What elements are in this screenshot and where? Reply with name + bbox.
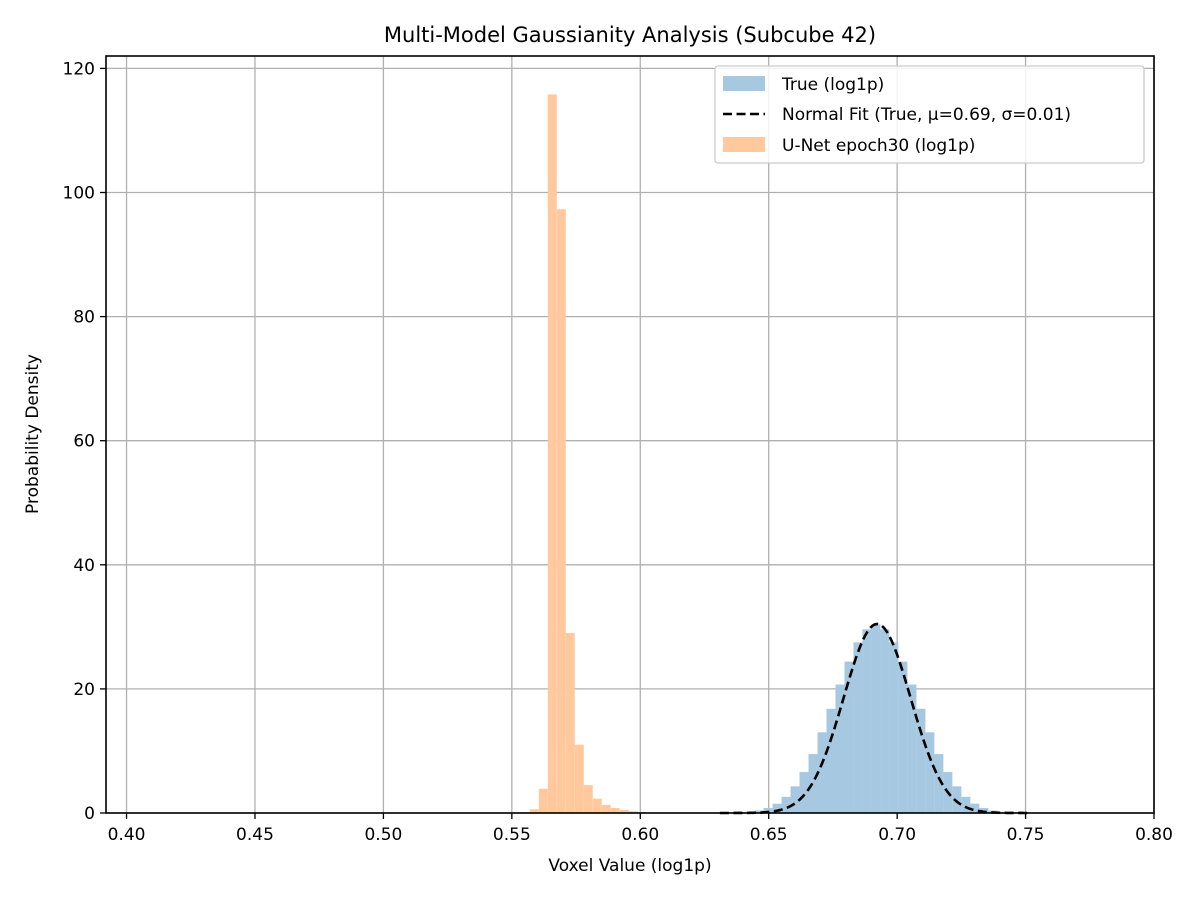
legend-frame — [714, 65, 1145, 164]
x-tick-label: 0.40 — [108, 825, 146, 845]
legend-label-fit: Normal Fit (True, μ=0.69, σ=0.01) — [782, 105, 1071, 125]
x-tick-label: 0.80 — [1135, 825, 1173, 845]
true-bar — [853, 642, 863, 813]
y-tick-label: 60 — [73, 432, 95, 452]
grid — [106, 56, 1155, 814]
true-bar — [934, 754, 944, 813]
legend-swatch-true — [723, 76, 765, 91]
true-bar — [826, 708, 836, 813]
true-bar — [862, 629, 872, 813]
true-bar — [835, 684, 845, 813]
x-tick-label: 0.45 — [236, 825, 274, 845]
unet-bar — [610, 808, 620, 813]
true-histogram — [718, 624, 1034, 813]
true-bar — [754, 810, 764, 813]
x-tick-label: 0.60 — [621, 825, 659, 845]
axis-ticks: 0.40 0.45 0.50 0.55 0.60 0.65 0.70 0.75 0.80 0 20 4… — [63, 59, 1173, 845]
true-bar — [772, 803, 782, 813]
y-tick-label: 20 — [73, 680, 95, 700]
unet-bar — [556, 209, 566, 813]
y-tick-label: 120 — [63, 59, 95, 79]
true-bar — [925, 732, 935, 813]
true-bar — [799, 772, 809, 813]
legend: True (log1p) Normal Fit (True, μ=0.69, σ… — [714, 65, 1145, 164]
unet-bar — [538, 788, 548, 813]
true-bar — [907, 684, 917, 813]
unet-bar — [529, 809, 539, 813]
true-bar — [808, 754, 818, 813]
legend-label-unet: U-Net epoch30 (log1p) — [782, 136, 975, 156]
true-bar — [961, 796, 971, 813]
x-tick-label: 0.50 — [364, 825, 402, 845]
y-tick-label: 0 — [84, 804, 95, 824]
unet-bar — [592, 798, 602, 813]
true-bar — [871, 624, 881, 813]
true-bar — [916, 708, 926, 813]
true-bar — [844, 661, 854, 813]
true-bar — [889, 642, 899, 813]
unet-bar — [547, 94, 557, 814]
unet-histogram — [520, 94, 656, 814]
x-tick-label: 0.55 — [493, 825, 531, 845]
true-bar — [970, 803, 980, 813]
legend-swatch-unet — [723, 137, 765, 152]
x-tick-label: 0.65 — [750, 825, 788, 845]
normal-fit-line — [719, 622, 1031, 815]
true-bar — [817, 732, 827, 813]
unet-bar — [583, 785, 593, 813]
true-bar — [790, 786, 800, 813]
true-bar — [898, 661, 908, 813]
true-bar — [880, 629, 890, 813]
true-bar — [763, 808, 773, 813]
true-bar — [952, 786, 962, 813]
x-tick-label: 0.70 — [878, 825, 916, 845]
unet-bar — [619, 809, 629, 813]
unet-bar — [565, 633, 575, 813]
y-tick-label: 40 — [73, 556, 95, 576]
unet-bar — [601, 804, 611, 813]
true-bar — [781, 796, 791, 813]
y-tick-label: 100 — [63, 184, 95, 204]
y-axis-label: Probability Density — [23, 354, 43, 514]
legend-label-true: True (log1p) — [781, 75, 884, 95]
x-axis-label: Voxel Value (log1p) — [548, 856, 711, 876]
unet-bar — [574, 744, 584, 813]
x-tick-label: 0.75 — [1007, 825, 1045, 845]
normal-fit-curve — [719, 622, 1031, 815]
chart-title: Multi-Model Gaussianity Analysis (Subcub… — [384, 23, 876, 47]
y-tick-label: 80 — [73, 308, 95, 328]
unet-bar — [628, 811, 638, 813]
plot-frame — [105, 55, 1155, 814]
